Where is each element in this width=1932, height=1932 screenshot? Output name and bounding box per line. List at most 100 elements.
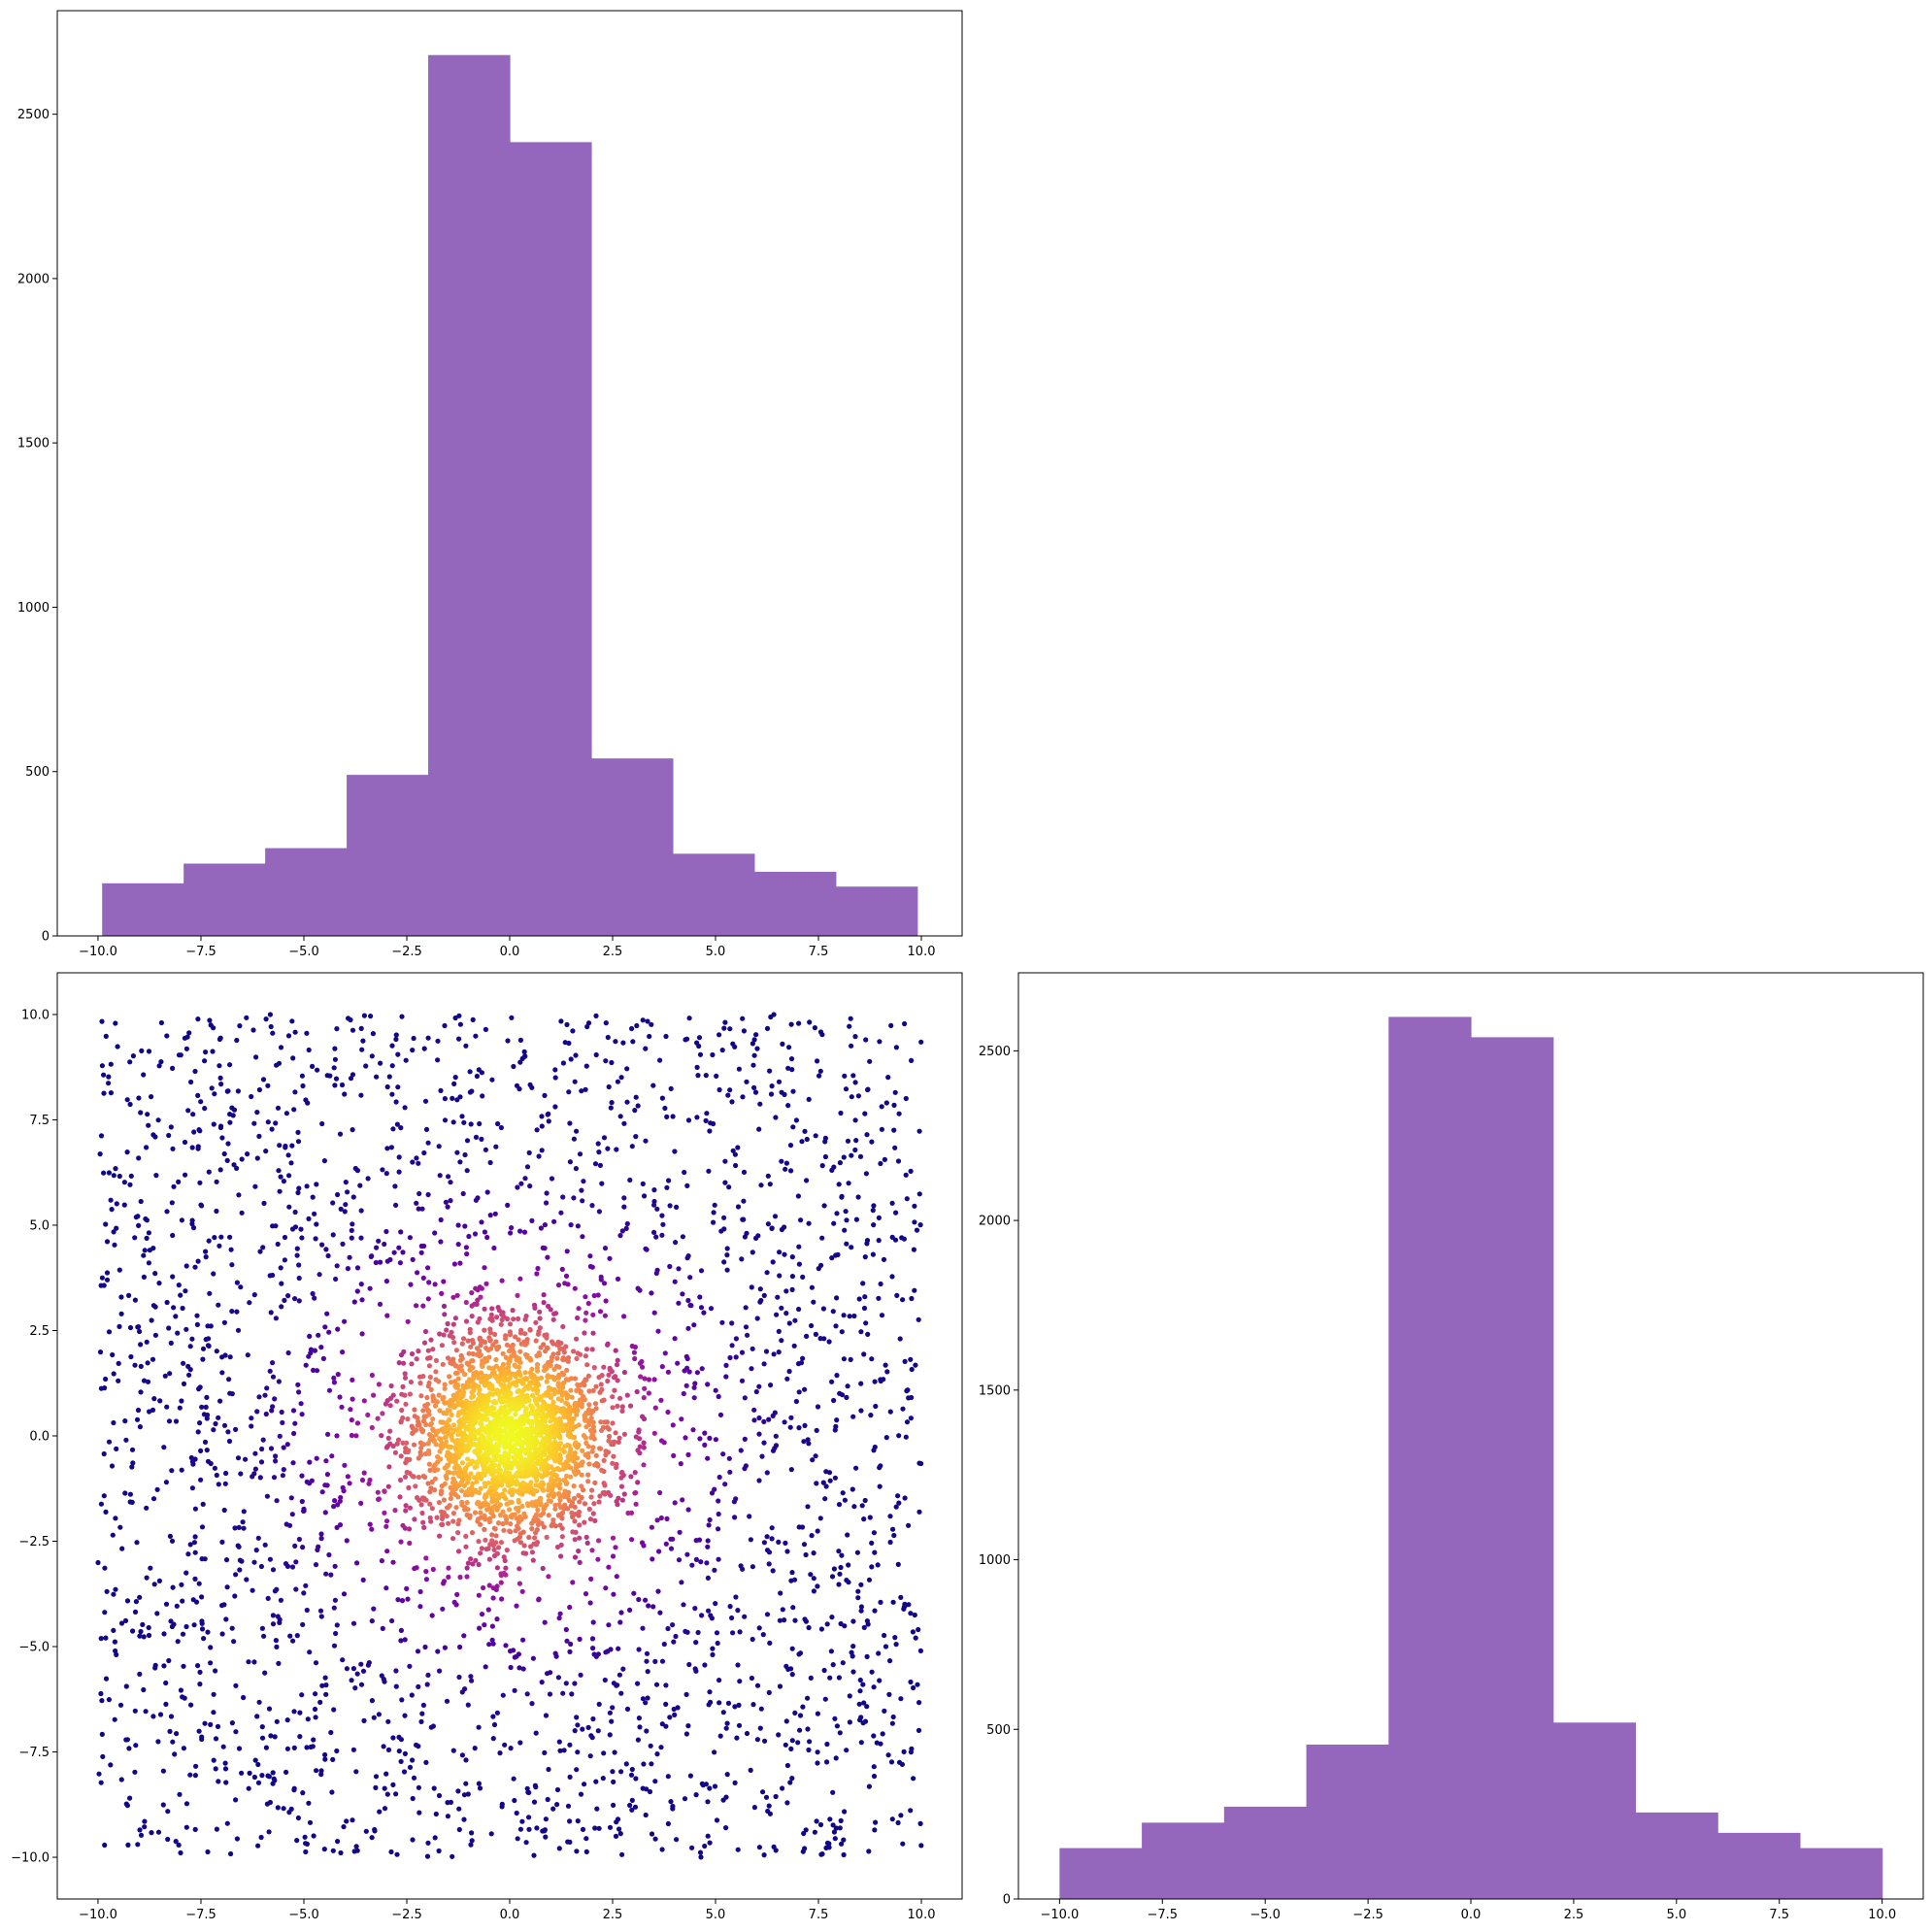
scatter-point [529,1526,535,1532]
scatter-point [399,1014,405,1019]
scatter-point [222,1481,228,1486]
scatter-point [520,1480,526,1485]
scatter-point [816,1266,821,1272]
scatter-point [544,1534,550,1540]
scatter-point [323,1247,329,1252]
scatter-point [534,1825,540,1831]
scatter-point [251,1659,257,1665]
scatter-point [463,1299,469,1306]
scatter-point [547,1691,553,1697]
scatter-point [786,1045,792,1050]
scatter-point [675,1360,681,1366]
scatter-point [383,1518,390,1524]
scatter-point [864,1618,871,1624]
scatter-point [434,1399,440,1405]
scatter-point [847,1314,852,1319]
scatter-point [237,1023,243,1029]
scatter-point [575,1749,581,1755]
scatter-point [229,1262,235,1268]
scatter-point [587,1516,594,1522]
scatter-point [505,1202,511,1208]
scatter-point [517,1826,524,1832]
scatter-point [135,1407,142,1414]
scatter-point [214,1472,219,1479]
scatter-point [486,1582,492,1588]
scatter-point [273,1458,279,1464]
scatter-point [501,1570,507,1576]
scatter-point [433,1369,439,1375]
scatter-point [190,1461,196,1467]
scatter-point [296,1536,302,1543]
scatter-point [651,1202,657,1208]
scatter-point [747,1514,752,1519]
scatter-point [563,1681,569,1686]
scatter-point [306,1047,312,1053]
scatter-point [621,1204,627,1210]
scatter-point [109,1463,116,1469]
scatter-point [99,1018,105,1024]
scatter-point [551,1416,557,1422]
scatter-point [197,1128,203,1134]
scatter-point [779,1226,785,1233]
scatter-point [715,1640,720,1647]
scatter-point [168,1714,175,1719]
scatter-point [632,1108,638,1114]
scatter-point [472,1510,479,1516]
scatter-point [583,1063,589,1069]
scatter-point [448,1198,453,1204]
scatter-point [569,1691,575,1697]
scatter-point [820,1480,826,1485]
scatter-point [294,1246,300,1251]
scatter-point [102,1385,108,1391]
scatter-point [358,1208,364,1214]
scatter-point [211,1121,217,1127]
scatter-point [515,1836,520,1842]
scatter-point [411,1442,417,1448]
scatter-point [465,1456,471,1462]
scatter-point [760,1632,766,1638]
scatter-point [780,1607,785,1613]
scatter-point [550,1316,556,1322]
scatter-point [359,1331,365,1337]
scatter-point [739,1378,746,1383]
scatter-point [489,1623,495,1629]
scatter-point [342,1462,348,1468]
scatter-point [545,1374,550,1380]
scatter-point [754,1316,760,1321]
scatter-point [695,1629,701,1636]
scatter-point [459,1114,465,1119]
scatter-point [396,1749,402,1754]
scatter-point [280,1419,285,1425]
scatter-point [176,1179,182,1184]
scatter-point [716,1498,721,1504]
scatter-point [482,1306,487,1312]
scatter-point [273,1638,279,1644]
scatter-point [702,1662,708,1668]
scatter-point [270,1272,276,1279]
scatter-point [542,1749,548,1755]
scatter-point [670,1622,676,1628]
scatter-point [266,1829,272,1835]
scatter-point [756,1431,762,1437]
scatter-point [259,1446,265,1452]
scatter-point [742,1395,748,1401]
scatter-point [318,1531,324,1537]
scatter-point [571,1349,577,1354]
scatter-point [491,1245,497,1251]
scatter-point [232,1525,238,1531]
scatter-point [686,1016,692,1021]
scatter-point [516,1665,522,1671]
scatter-point [736,1722,743,1728]
scatter-point [191,1540,197,1546]
scatter-point [862,1294,868,1300]
scatter-point [796,1389,802,1395]
scatter-point [217,1036,222,1043]
scatter-point [485,1607,491,1613]
scatter-point [358,1235,364,1241]
scatter-point [592,1480,598,1485]
scatter-point [548,1670,553,1676]
scatter-point [405,1596,411,1602]
scatter-point [425,1481,431,1486]
scatter-point [652,1405,658,1411]
scatter-point [448,1180,453,1185]
